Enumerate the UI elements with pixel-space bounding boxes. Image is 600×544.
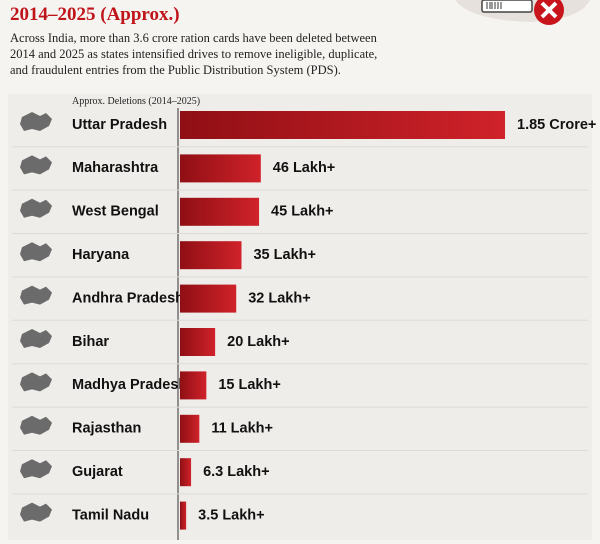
state-icon	[20, 198, 52, 218]
category-label: Madhya Pradesh	[72, 377, 187, 393]
category-label: Tamil Nadu	[72, 507, 149, 523]
category-label: Andhra Pradesh	[72, 290, 184, 306]
category-label: West Bengal	[72, 204, 159, 220]
axis-label: Approx. Deletions (2014–2025)	[72, 96, 200, 107]
chart-panel	[8, 94, 592, 540]
value-label: 6.3 Lakh+	[203, 464, 270, 480]
state-icon	[20, 415, 52, 435]
state-icon	[20, 329, 52, 348]
bar	[180, 328, 216, 356]
bar	[180, 197, 260, 226]
state-icon	[20, 155, 52, 175]
bar	[180, 458, 192, 487]
value-label: 32 Lakh+	[248, 290, 310, 306]
value-label: 46 Lakh+	[273, 160, 335, 176]
value-label: 3.5 Lakh+	[198, 507, 265, 523]
category-label: Uttar Pradesh	[72, 117, 167, 133]
state-icon	[20, 285, 52, 305]
value-label: 45 Lakh+	[271, 204, 333, 220]
value-label: 15 Lakh+	[218, 377, 280, 393]
state-icon	[20, 242, 52, 262]
bar	[180, 284, 237, 313]
value-label: 35 Lakh+	[253, 247, 315, 263]
value-label: 1.85 Crore+	[517, 117, 596, 133]
state-icon	[20, 112, 52, 131]
value-label: 20 Lakh+	[227, 334, 289, 350]
state-icon	[20, 502, 52, 522]
category-label: Gujarat	[72, 464, 123, 480]
state-icon	[20, 459, 52, 479]
bar	[180, 414, 200, 443]
state-icon	[20, 372, 52, 392]
card-icon	[455, 0, 590, 25]
subtitle-line: 2014 and 2025 as states intensified driv…	[10, 47, 377, 61]
bar	[180, 501, 187, 530]
category-label: Rajasthan	[72, 421, 141, 437]
bar	[180, 241, 242, 270]
category-label: Haryana	[72, 247, 130, 263]
bar	[180, 371, 207, 400]
bar	[180, 154, 261, 183]
bar	[180, 111, 505, 139]
category-label: Maharashtra	[72, 160, 159, 176]
value-label: 11 Lakh+	[211, 421, 273, 437]
subtitle-line: Across India, more than 3.6 crore ration…	[10, 31, 378, 45]
chart-title: 2014–2025 (Approx.)	[10, 4, 180, 25]
category-label: Bihar	[72, 334, 109, 350]
subtitle-line: and fraudulent entries from the Public D…	[10, 63, 341, 77]
